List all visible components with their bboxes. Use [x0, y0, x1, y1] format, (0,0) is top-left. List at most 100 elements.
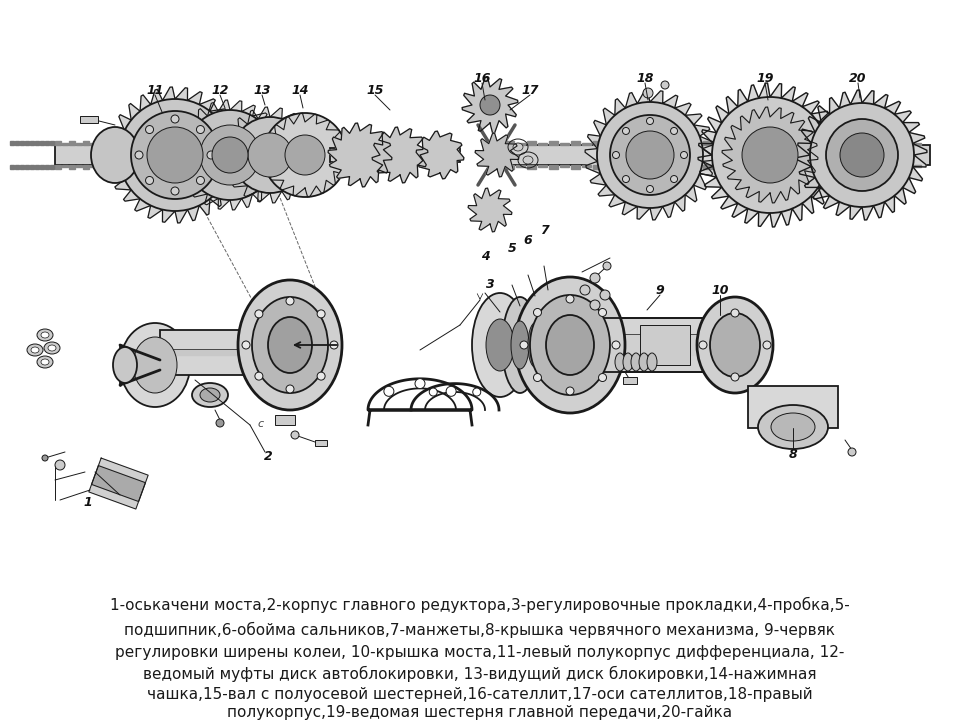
Ellipse shape	[530, 295, 610, 395]
Circle shape	[603, 262, 611, 270]
Polygon shape	[659, 141, 668, 145]
Circle shape	[566, 295, 574, 303]
Ellipse shape	[238, 280, 342, 410]
Polygon shape	[912, 143, 921, 145]
Polygon shape	[868, 143, 877, 145]
Polygon shape	[181, 141, 187, 145]
Polygon shape	[30, 165, 34, 169]
Ellipse shape	[647, 353, 657, 371]
Polygon shape	[83, 141, 89, 145]
Bar	[500, 145, 930, 165]
Polygon shape	[146, 143, 152, 145]
Polygon shape	[146, 165, 152, 167]
Circle shape	[317, 372, 325, 380]
Polygon shape	[125, 165, 131, 169]
Ellipse shape	[513, 143, 523, 151]
Ellipse shape	[44, 342, 60, 354]
Polygon shape	[703, 141, 712, 145]
Circle shape	[317, 310, 325, 318]
Polygon shape	[648, 165, 657, 167]
Circle shape	[171, 187, 179, 195]
Ellipse shape	[285, 135, 325, 175]
Circle shape	[207, 151, 215, 159]
Ellipse shape	[200, 388, 220, 402]
Polygon shape	[90, 165, 96, 167]
Polygon shape	[681, 141, 690, 145]
Circle shape	[146, 176, 154, 184]
Polygon shape	[692, 165, 701, 167]
Text: 13: 13	[253, 84, 271, 96]
Polygon shape	[167, 141, 173, 145]
Polygon shape	[637, 141, 646, 145]
Circle shape	[171, 115, 179, 123]
Ellipse shape	[133, 337, 177, 393]
Text: 3: 3	[486, 279, 494, 292]
Ellipse shape	[810, 103, 914, 207]
Polygon shape	[692, 143, 701, 145]
Polygon shape	[222, 107, 318, 203]
Polygon shape	[813, 165, 822, 169]
Polygon shape	[824, 143, 833, 145]
Circle shape	[415, 379, 425, 389]
Circle shape	[670, 127, 678, 135]
Polygon shape	[593, 141, 602, 145]
Circle shape	[670, 176, 678, 183]
Polygon shape	[527, 165, 536, 169]
Polygon shape	[118, 143, 124, 145]
Text: 10: 10	[711, 284, 729, 297]
Circle shape	[612, 341, 620, 349]
Circle shape	[598, 374, 607, 382]
Circle shape	[590, 300, 600, 310]
Ellipse shape	[597, 102, 703, 208]
Polygon shape	[90, 143, 96, 145]
Ellipse shape	[623, 353, 633, 371]
Polygon shape	[604, 143, 613, 145]
Polygon shape	[797, 90, 927, 220]
Polygon shape	[736, 143, 745, 145]
Ellipse shape	[41, 359, 49, 365]
Polygon shape	[188, 143, 194, 145]
Circle shape	[622, 127, 630, 135]
Polygon shape	[780, 143, 789, 145]
Polygon shape	[604, 165, 613, 167]
Ellipse shape	[523, 156, 533, 164]
Circle shape	[255, 310, 263, 318]
Circle shape	[446, 387, 456, 396]
Ellipse shape	[120, 323, 190, 407]
Ellipse shape	[515, 277, 625, 413]
Polygon shape	[40, 141, 44, 145]
Polygon shape	[722, 107, 818, 203]
Ellipse shape	[147, 127, 203, 183]
Polygon shape	[615, 165, 624, 169]
Polygon shape	[505, 165, 514, 169]
Text: подшипник,6-обойма сальников,7-манжеты,8-крышка червячного механизма, 9-червяк: подшипник,6-обойма сальников,7-манжеты,8…	[125, 622, 835, 638]
Circle shape	[135, 151, 143, 159]
Polygon shape	[372, 127, 428, 183]
Polygon shape	[890, 165, 899, 167]
Polygon shape	[139, 165, 145, 169]
Polygon shape	[69, 165, 75, 169]
Polygon shape	[582, 143, 591, 145]
Polygon shape	[132, 165, 138, 167]
Circle shape	[646, 186, 654, 192]
Polygon shape	[769, 141, 778, 145]
Circle shape	[291, 431, 299, 439]
Circle shape	[286, 297, 294, 305]
Polygon shape	[76, 143, 82, 145]
Polygon shape	[648, 143, 657, 145]
Polygon shape	[160, 350, 290, 355]
Polygon shape	[462, 77, 517, 133]
Polygon shape	[549, 165, 558, 169]
Polygon shape	[901, 141, 910, 145]
Circle shape	[534, 374, 541, 382]
Circle shape	[429, 388, 437, 396]
Ellipse shape	[48, 345, 56, 351]
Ellipse shape	[530, 297, 566, 393]
Ellipse shape	[200, 125, 260, 185]
Bar	[570, 318, 735, 335]
Ellipse shape	[480, 95, 500, 115]
Polygon shape	[97, 141, 103, 145]
Polygon shape	[824, 165, 833, 167]
Circle shape	[763, 341, 771, 349]
Circle shape	[661, 81, 669, 89]
